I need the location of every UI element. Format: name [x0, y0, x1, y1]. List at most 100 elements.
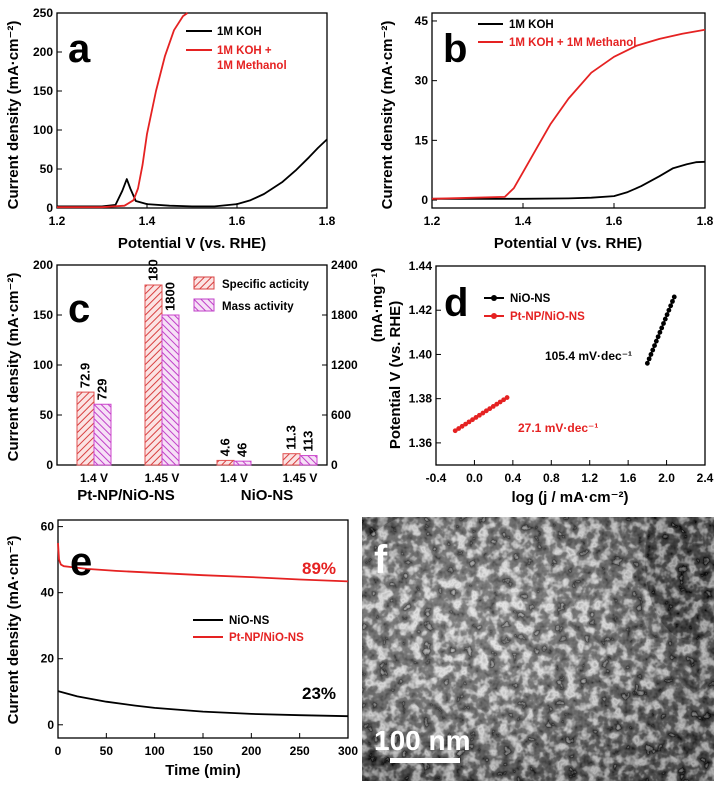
bar-value-label: 1800 — [163, 282, 178, 311]
x-tick-label: 250 — [290, 744, 310, 758]
bar-mass-activity — [233, 460, 252, 466]
category-label: 1.4 V — [80, 471, 108, 485]
y-tick-label: 15 — [415, 133, 429, 147]
panel-b: 1.2 1.4 1.6 1.8 0 15 30 45 b 1M KOH 1M KOH + 1M… — [379, 12, 714, 252]
tafel-point — [483, 408, 489, 414]
tafel-point — [661, 321, 666, 326]
tafel-point — [459, 423, 465, 429]
tafel-point — [670, 298, 675, 304]
y-tick-label: 1.36 — [409, 436, 433, 450]
bar-value-label: 180 — [146, 259, 161, 281]
panel-d-ylabel: Potential V (vs. RHE) — [387, 301, 404, 449]
x-tick-label: 0.8 — [543, 471, 560, 485]
panel-c-legend-mass: Mass activity — [222, 301, 294, 313]
category-label: 1.4 V — [220, 471, 248, 485]
panel-b-plot-frame — [431, 12, 706, 209]
panel-a: 1.2 1.4 1.6 1.8 0 50 100 150 200 250 a 1M KOH 1M … — [5, 6, 336, 252]
x-tick-label: 1.6 — [229, 214, 246, 228]
tafel-point — [470, 417, 475, 423]
tafel-point — [480, 410, 486, 416]
tafel-point — [497, 399, 503, 405]
x-tick-label: 1.2 — [581, 471, 598, 485]
series-line-0 — [57, 690, 349, 718]
tafel-point — [650, 347, 656, 353]
panel-d-nio-slope: 105.4 mV·dec⁻¹ — [545, 349, 632, 363]
tafel-point — [466, 419, 472, 425]
y-tick-label: 100 — [33, 123, 53, 137]
panel-e-nio-retention: 23% — [302, 684, 336, 703]
y-tick-label: 0 — [47, 718, 54, 732]
panel-f-letter: f — [374, 538, 388, 582]
panel-c: 0 50 100 150 200 0 600 1200 1800 2400 1.4 V 1.45 V 1… — [5, 258, 386, 504]
tafel-point — [490, 404, 496, 409]
x-tick-label: 1.4 — [139, 214, 156, 228]
tafel-point — [666, 307, 672, 313]
y-right-tick-label: 0 — [331, 458, 338, 472]
tafel-point — [659, 325, 665, 331]
panel-b-letter: b — [443, 27, 467, 71]
panel-c-group-nio: NiO-NS — [241, 487, 294, 504]
y-tick-label: 0 — [46, 201, 53, 215]
tafel-point — [671, 294, 677, 300]
panel-f-micrograph: f 100 nm — [362, 517, 714, 781]
panel-a-legend-methanol: 1M KOH + — [217, 45, 272, 57]
panel-c-ylabel: Current density (mA·cm⁻²) — [5, 273, 22, 462]
panel-a-plot-frame — [56, 12, 328, 209]
panel-a-ylabel: Current density (mA·cm⁻²) — [5, 21, 22, 210]
bar-specific-activity — [216, 459, 235, 466]
y-right-tick-label: 1200 — [331, 358, 358, 372]
y-tick-label: 60 — [41, 520, 55, 534]
tafel-point — [487, 406, 493, 412]
bar-mass-activity — [299, 455, 318, 466]
y-tick-label: 1.38 — [409, 392, 433, 406]
tafel-point — [657, 329, 663, 335]
panel-d: -0.4 0.0 0.4 0.8 1.2 1.6 2.0 2.4 1.36 1.38 1.40 1.4… — [387, 259, 714, 506]
panel-c-group-pt: Pt-NP/NiO-NS — [77, 487, 175, 504]
series-line-1 — [57, 543, 349, 583]
y-tick-label: 200 — [33, 258, 53, 272]
panel-c-ylabel-right: (mA·mg⁻¹) — [369, 268, 386, 343]
y-tick-label: 200 — [33, 45, 53, 59]
y-tick-label: 1.40 — [409, 347, 433, 361]
tafel-point — [504, 395, 510, 400]
panel-a-legend-koh: 1M KOH — [217, 26, 262, 38]
tafel-point — [644, 360, 650, 366]
series-line-0 — [57, 138, 328, 208]
panel-e-pt-retention: 89% — [302, 559, 336, 578]
tafel-point — [652, 343, 657, 348]
bar-value-label: 72.9 — [78, 363, 93, 388]
y-tick-label: 50 — [40, 408, 54, 422]
bar-value-label: 4.6 — [218, 438, 233, 456]
category-label: 1.45 V — [145, 471, 180, 485]
y-right-tick-label: 600 — [331, 408, 351, 422]
y-right-tick-label: 2400 — [331, 258, 358, 272]
panel-e-plot-frame — [57, 519, 349, 739]
panel-c-legend-mass-swatch — [193, 298, 215, 312]
x-tick-label: 2.0 — [658, 471, 675, 485]
x-tick-label: 1.2 — [424, 214, 441, 228]
series-line-1 — [57, 12, 189, 209]
micrograph-nanosheet-texture — [362, 517, 714, 781]
tafel-point — [477, 412, 482, 418]
panel-b-xlabel: Potential V (vs. RHE) — [494, 235, 642, 252]
tafel-point — [494, 401, 500, 407]
panel-d-legend-pt: Pt-NP/NiO-NS — [510, 311, 585, 323]
x-tick-label: 1.8 — [319, 214, 336, 228]
x-tick-label: 1.6 — [606, 214, 623, 228]
panel-c-letter: c — [68, 287, 90, 331]
tafel-point — [646, 356, 652, 362]
x-tick-label: 0.0 — [466, 471, 483, 485]
bar-mass-activity — [93, 403, 112, 466]
panel-a-xlabel: Potential V (vs. RHE) — [118, 235, 266, 252]
panel-e-legend-nio: NiO-NS — [229, 615, 270, 627]
y-tick-label: 1.42 — [409, 303, 433, 317]
panel-d-pt-slope: 27.1 mV·dec⁻¹ — [518, 421, 598, 435]
x-tick-label: 1.2 — [49, 214, 66, 228]
panel-e-ylabel: Current density (mA·cm⁻²) — [5, 536, 22, 725]
tafel-point — [655, 334, 661, 340]
tafel-point — [664, 312, 670, 318]
y-tick-label: 0 — [46, 458, 53, 472]
scale-bar — [390, 758, 460, 763]
y-tick-label: 40 — [41, 586, 55, 600]
y-tick-label: 150 — [33, 308, 53, 322]
